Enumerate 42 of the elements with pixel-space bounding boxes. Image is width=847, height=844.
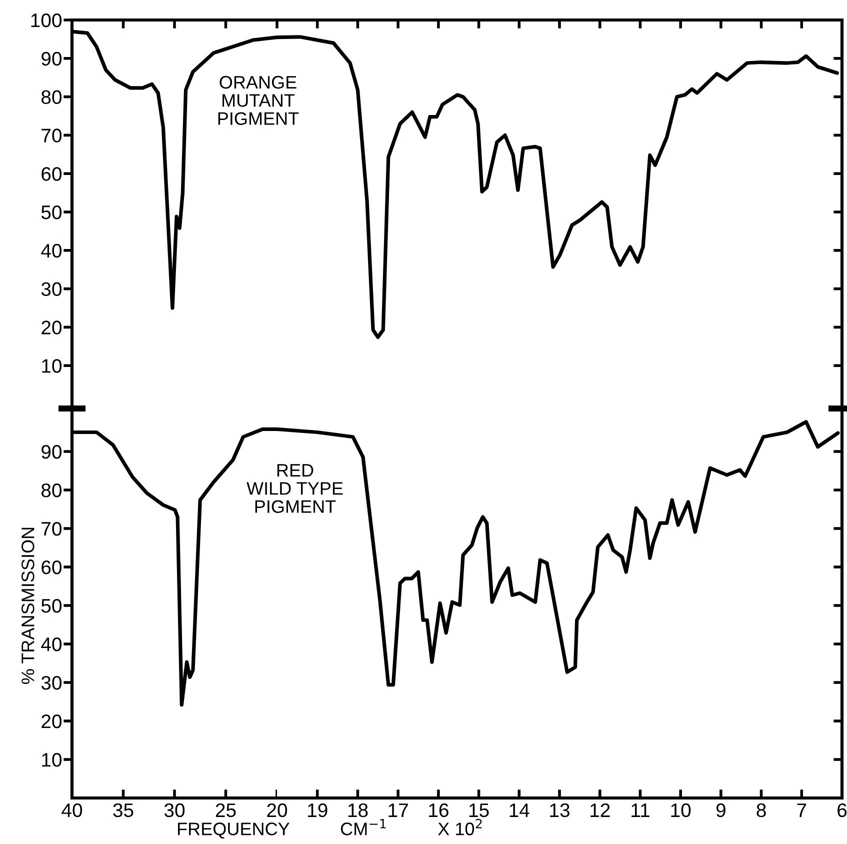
x-tick-label: 12 — [590, 803, 610, 817]
y-tick-label: 60 — [42, 560, 62, 574]
x-tick-label: 13 — [550, 803, 570, 818]
y-tick-label: 100 — [31, 13, 62, 28]
x-tick-label: 14 — [510, 804, 530, 817]
y-tick-label: 10 — [42, 359, 62, 373]
y-tick-label: 20 — [42, 320, 62, 334]
x-tick-label: 30 — [164, 803, 185, 818]
y-tick-label: 60 — [42, 167, 62, 181]
y-tick-label: 50 — [41, 205, 62, 220]
y-tick-label: 20 — [42, 714, 62, 728]
x-tick-label: 25 — [216, 803, 236, 818]
series-label: RED WILD TYPE PIGMENT — [246, 464, 343, 513]
y-tick-label: 40 — [41, 637, 62, 652]
series-label: ORANGE MUTANT PIGMENT — [218, 76, 299, 125]
x-tick-label: 15 — [469, 804, 489, 818]
y-tick-label: 30 — [41, 676, 62, 690]
text: FREQUENCY CM$^{−1}$ X 10$^{2}$ — [178, 818, 482, 839]
x-tick-label: 7 — [797, 804, 806, 817]
y-tick-label: 30 — [41, 282, 62, 296]
y-tick-label: 80 — [41, 483, 62, 498]
x-tick-label: 19 — [308, 803, 328, 818]
y-tick-label: 40 — [41, 244, 62, 258]
x-tick-label: 18 — [348, 803, 368, 818]
y-axis-title: % TRANSMISSION — [22, 528, 34, 684]
x-tick-label: 11 — [632, 804, 650, 817]
x-tick-label: 35 — [113, 803, 134, 818]
x-tick-label: 17 — [388, 804, 408, 817]
x-tick-label: 20 — [267, 803, 288, 818]
x-tick-label: 10 — [671, 803, 691, 818]
y-tick-label: 80 — [41, 90, 62, 104]
y-tick-label: 50 — [41, 598, 62, 613]
x-tick-label: 40 — [62, 803, 82, 818]
y-tick-label: 70 — [42, 522, 62, 536]
y-tick-label: 90 — [42, 444, 62, 459]
y-tick-label: 10 — [42, 752, 62, 767]
x-tick-label: 16 — [429, 803, 448, 818]
x-tick-label: 6 — [838, 803, 847, 818]
y-tick-label: 70 — [42, 128, 62, 142]
x-tick-label: 9 — [716, 803, 726, 818]
x-tick-label: 8 — [756, 803, 766, 818]
y-tick-label: 90 — [42, 52, 62, 66]
